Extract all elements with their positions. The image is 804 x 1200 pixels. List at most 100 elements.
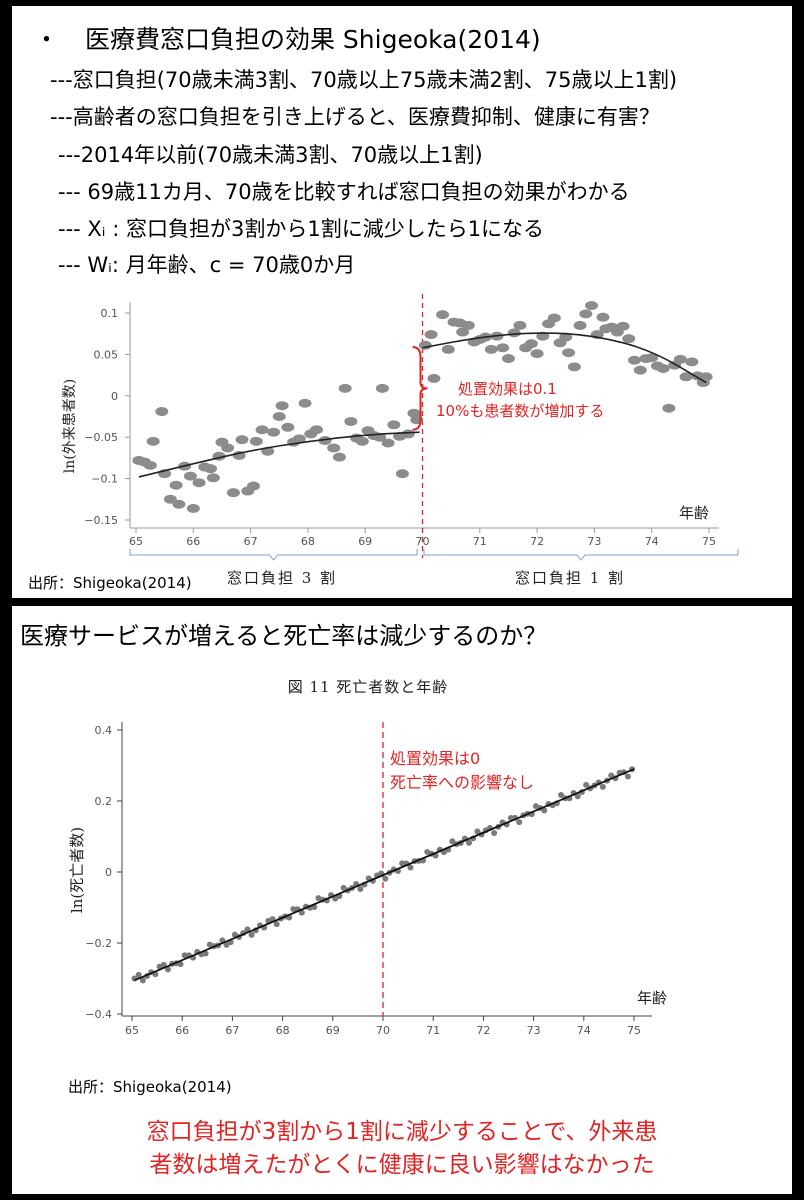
x-tick-label: 67 — [244, 535, 258, 548]
data-point — [501, 354, 515, 364]
data-point — [203, 464, 217, 474]
data-point — [375, 383, 389, 393]
data-point — [395, 469, 409, 479]
data-point — [449, 838, 456, 845]
y-tick-label: −0.4 — [85, 1008, 112, 1021]
data-point — [382, 875, 389, 882]
y-tick-label: −0.05 — [84, 431, 118, 444]
data-point — [249, 436, 263, 446]
effect-brace — [412, 345, 428, 431]
x-tick-label: 66 — [186, 535, 200, 548]
data-point — [135, 971, 142, 978]
data-point — [399, 860, 406, 867]
slide-mortality: 医療サービスが増えると死亡率は減少するのか？ 図 11 死亡者数と年齢 0.4 0.… — [12, 606, 792, 1194]
x-tick-label: 73 — [587, 535, 601, 548]
x-tick-label: 71 — [473, 535, 487, 548]
data-point — [290, 906, 297, 913]
data-point — [281, 422, 295, 432]
data-point — [186, 503, 200, 513]
data-point — [235, 435, 249, 445]
x-tick-label: 70 — [376, 1024, 390, 1037]
data-point — [424, 330, 438, 340]
data-point — [221, 443, 235, 453]
data-point — [172, 499, 186, 509]
data-point — [536, 331, 550, 341]
data-point — [645, 353, 659, 363]
data-point — [418, 340, 432, 350]
effect-annotation-line-1: 処置効果は0.1 — [458, 380, 557, 398]
x-tick-label: 68 — [276, 1024, 290, 1037]
data-point — [163, 494, 177, 504]
data-point — [164, 966, 171, 973]
data-point — [461, 320, 475, 330]
data-point — [559, 332, 573, 342]
data-point — [275, 401, 289, 411]
data-point — [662, 403, 676, 413]
x-tick-label: 69 — [326, 1024, 340, 1037]
data-point — [699, 372, 713, 382]
data-point — [679, 372, 693, 382]
effect-annotation-line-2: 死亡率への影響なし — [390, 773, 534, 792]
data-point — [628, 355, 642, 365]
data-point — [146, 436, 160, 446]
x-tick-label: 72 — [476, 1024, 490, 1037]
y-axis-label: ln(外来患者数) — [62, 379, 78, 473]
y-tick-label: −0.15 — [84, 514, 118, 527]
x-tick-label: 66 — [175, 1024, 189, 1037]
data-point — [599, 783, 606, 790]
data-point — [573, 320, 587, 330]
data-point — [155, 407, 169, 417]
effect-annotation-line-1: 処置効果は0 — [390, 749, 480, 768]
x-tick-label: 72 — [530, 535, 544, 548]
y-tick-label: 0.4 — [95, 724, 113, 737]
data-point — [574, 793, 581, 800]
data-point — [226, 488, 240, 498]
y-axis-label: ln(死亡者数) — [68, 827, 86, 913]
data-point — [338, 383, 352, 393]
x-tick-label: 67 — [225, 1024, 239, 1037]
data-point — [513, 320, 527, 330]
data-point — [272, 412, 286, 421]
slide-title: ・ 医療費窓口負担の効果 Shigeoka(2014) — [34, 20, 541, 56]
fit-line-right — [422, 332, 707, 384]
x-tick-label: 65 — [129, 535, 143, 548]
slide-title: 医療サービスが増えると死亡率は減少するのか？ — [20, 622, 548, 650]
data-point — [541, 807, 548, 814]
data-point — [202, 950, 209, 957]
data-point — [169, 480, 183, 490]
bullet-line-5: --- Xᵢ : 窓口負担が3割から1割に減少したら1になる — [58, 217, 545, 241]
data-point — [567, 362, 581, 372]
data-point — [248, 931, 255, 938]
x-tick-label: 69 — [358, 535, 372, 548]
slide-title-text: 医療費窓口負担の効果 Shigeoka(2014) — [84, 25, 541, 54]
data-point — [273, 921, 280, 928]
x-tick-label: 74 — [577, 1024, 591, 1037]
data-point — [292, 434, 306, 444]
source-note: 出所：Shigeoka(2014) — [68, 1078, 232, 1096]
conclusion-text: 窓口負担が3割から1割に減少することで、外来患 者数は増えたがとくに健康に良い影… — [122, 1116, 682, 1182]
data-point — [407, 864, 414, 871]
y-tick-label: 0.2 — [95, 795, 113, 808]
x-tick-label: 68 — [301, 535, 315, 548]
data-point — [496, 343, 510, 353]
data-point — [401, 429, 415, 439]
data-point — [441, 344, 455, 354]
bullet-line-6: --- Wᵢ: 月年齢、c = 70歳0か月 — [58, 253, 356, 277]
data-point — [673, 354, 687, 364]
data-point — [622, 334, 636, 344]
bracket-right — [423, 549, 739, 561]
y-tick-label: −0.1 — [91, 473, 118, 486]
bullet-line-3: ---2014年以前(70歳未満3割、70歳以上1割) — [58, 143, 483, 167]
data-point — [558, 792, 565, 799]
effect-annotation-line-2: 10%も患者数が増加する — [436, 402, 604, 420]
data-point — [530, 349, 544, 359]
x-tick-label: 75 — [627, 1024, 641, 1037]
fit-line-left — [138, 431, 420, 478]
fit-line — [134, 768, 635, 982]
data-point — [484, 344, 498, 354]
y-tick-label: 0.1 — [101, 307, 119, 320]
x-tick-label: 73 — [527, 1024, 541, 1037]
data-point — [344, 416, 358, 426]
data-point — [177, 961, 184, 968]
data-point — [562, 348, 576, 358]
